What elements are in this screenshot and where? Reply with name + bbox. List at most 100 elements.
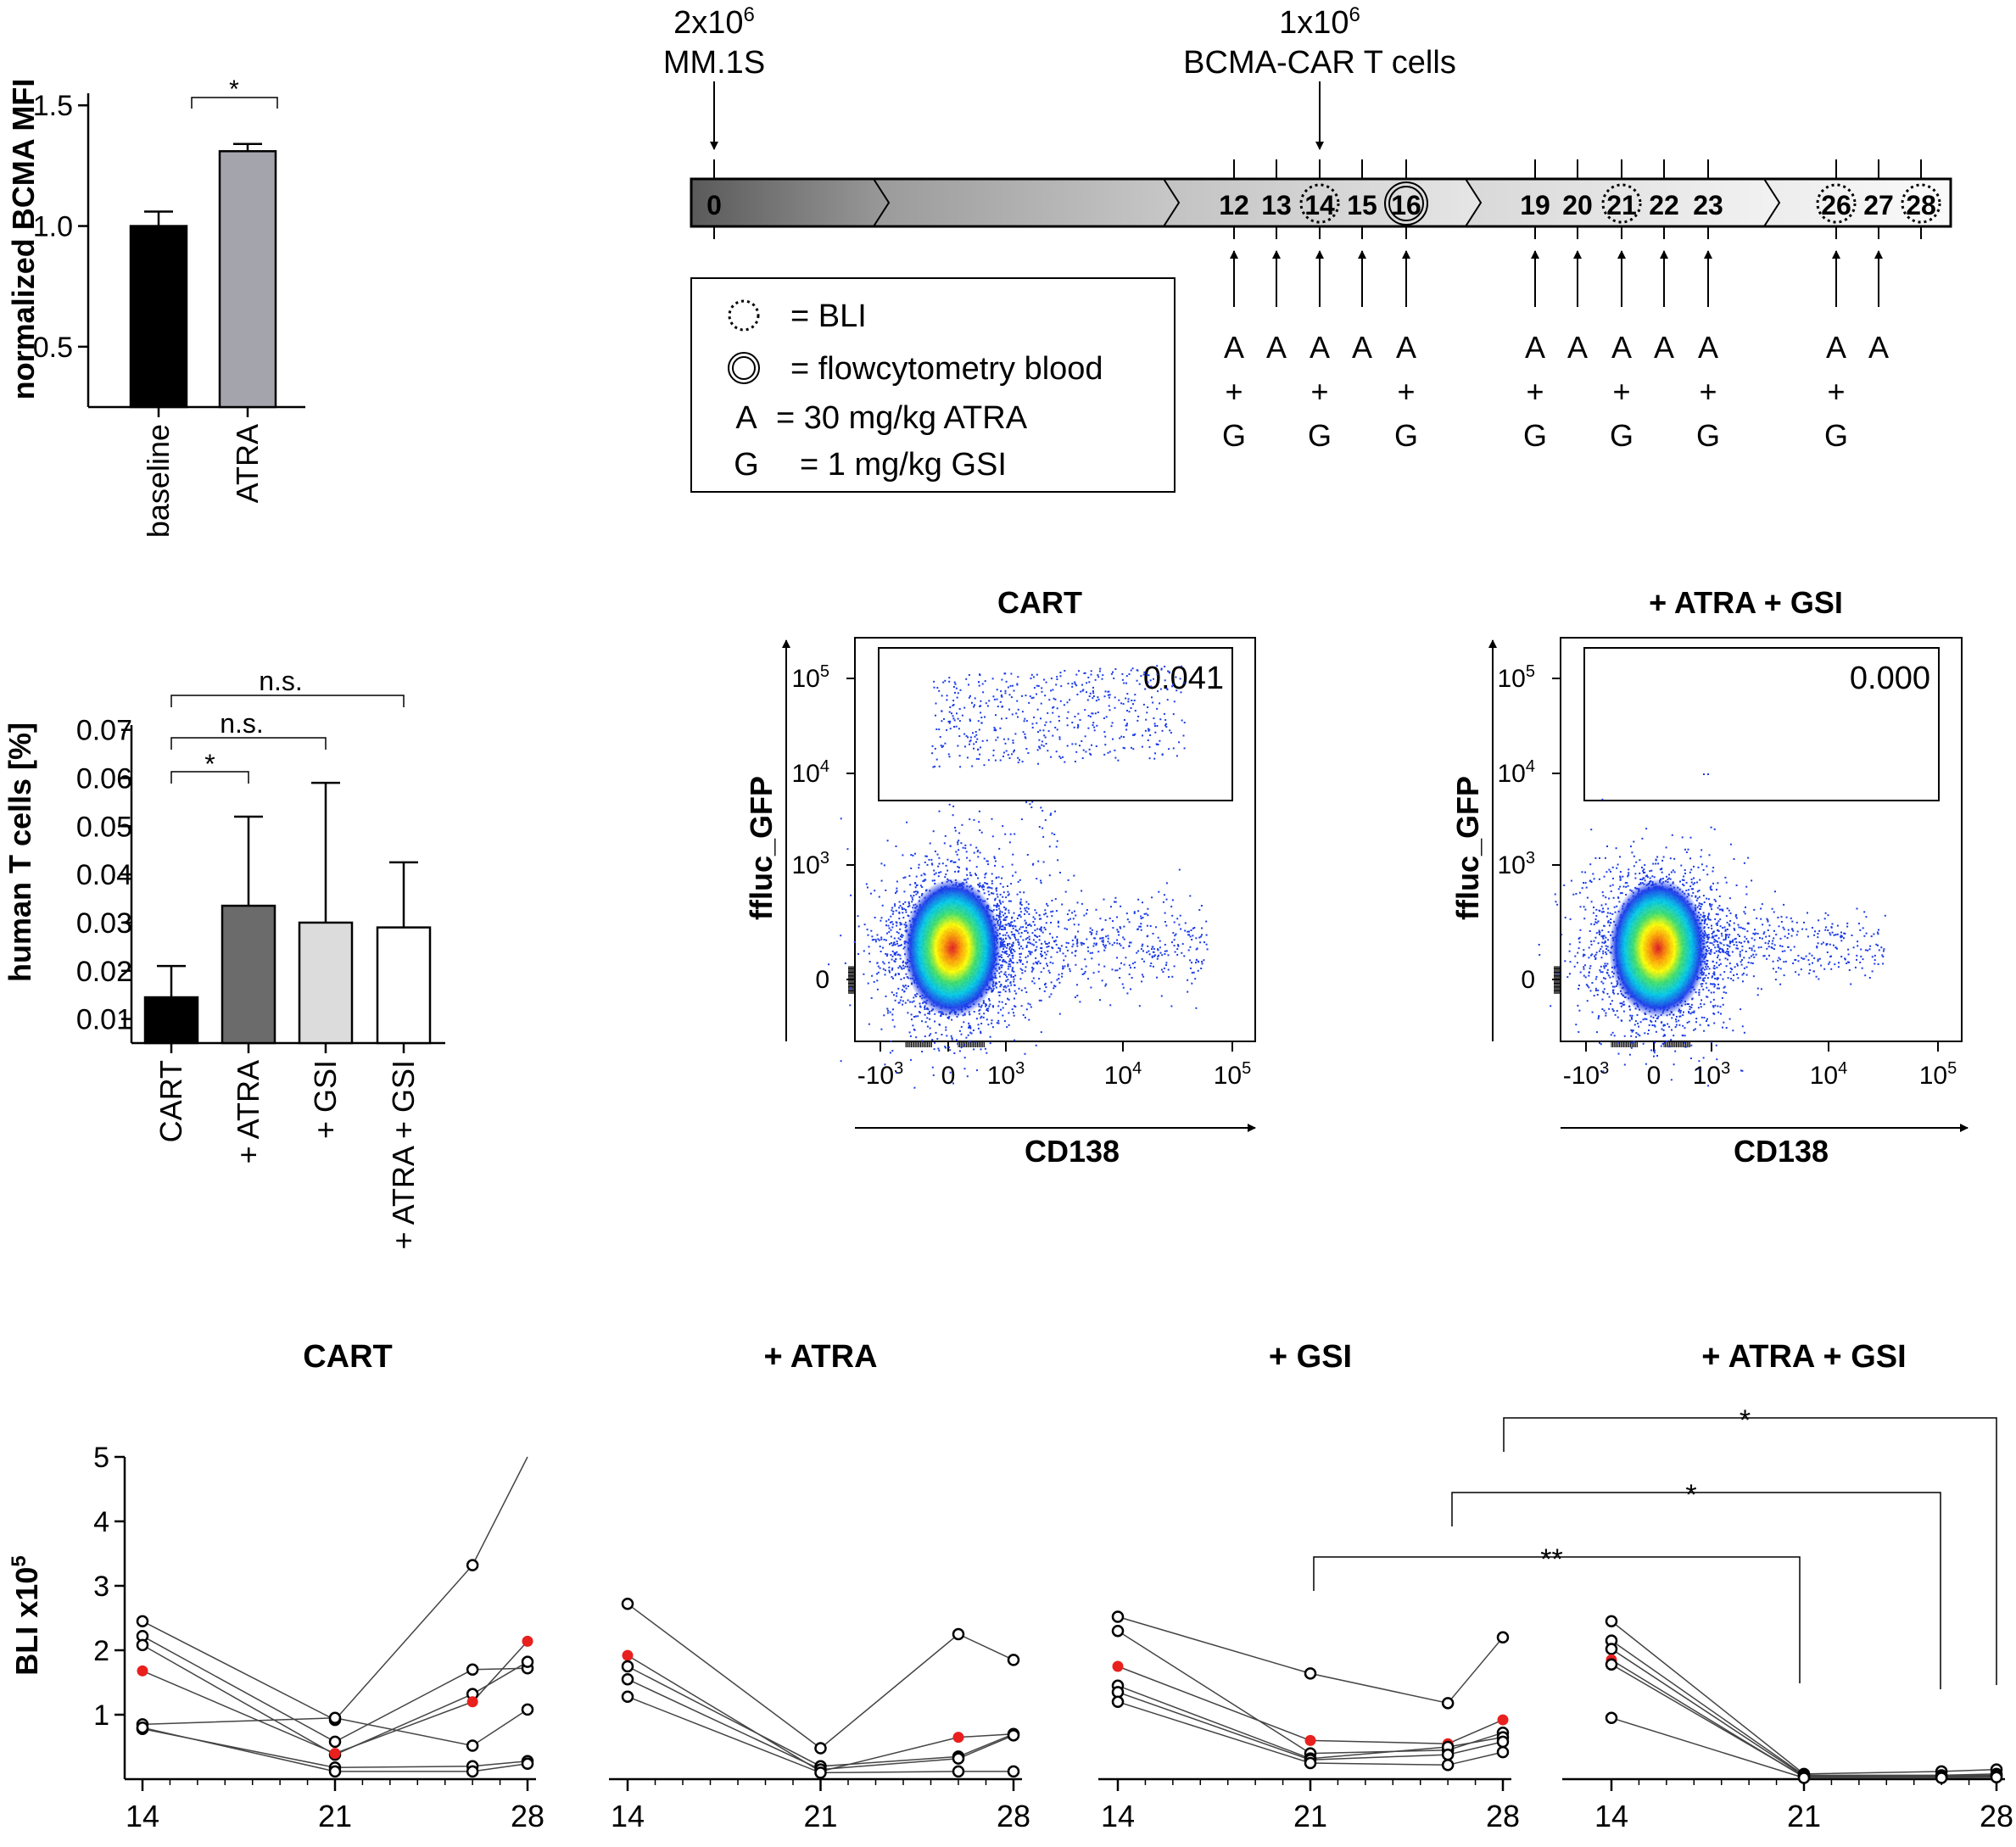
flow-dot [1084,709,1086,711]
flow-dot [1589,965,1592,968]
flow-dot [1006,976,1008,978]
flow-dot [1019,978,1022,980]
flow-dot [1602,990,1605,993]
flow-dot [974,735,976,738]
flow-dot [1594,955,1595,957]
flow-dot [985,1005,987,1007]
flow-dot [1031,801,1034,803]
flow-dot [998,994,1001,996]
flow-dot [1103,753,1106,756]
flow-dot [887,1009,890,1012]
flow-dot [1008,900,1010,902]
flow-dot [1736,964,1739,967]
flow-dot [1103,945,1106,947]
flow-dot [1041,687,1043,689]
flow-dot [901,907,903,909]
flow-dot [936,1038,939,1041]
flow-dot [988,893,991,896]
flow-dot [1017,708,1019,711]
flow-dot [997,919,999,922]
flow-dot [984,873,986,876]
dose-label: G [1696,418,1720,453]
flow-dot [999,991,1002,994]
y-tick-label: 0.05 [76,811,132,843]
flow-dot [1097,676,1100,678]
flow-dot [894,974,896,977]
flow-dot [1013,1014,1015,1017]
flow-dot [1718,958,1721,961]
flow-dot [1047,750,1049,752]
flow-x-tick-label: 105 [1919,1059,1957,1090]
flow-dot [986,1010,989,1012]
flow-dot [902,908,903,911]
flow-dot [1052,734,1054,737]
flow-dot [998,968,1001,970]
flow-dot [1010,950,1012,952]
flow-dot [886,1012,889,1014]
flow-dot [1016,929,1019,932]
flow-dot [900,966,902,968]
flow-dot [880,936,883,939]
flow-dot [1052,706,1054,709]
flow-dot [1002,918,1005,921]
flow-dot [904,985,907,987]
flow-dot [1159,951,1162,954]
flow-dot [890,929,892,931]
flow-dot [1002,929,1004,931]
flow-dot [1059,947,1062,950]
flow-dot [1126,723,1128,725]
flow-dot [924,1008,926,1010]
flow-dot [1745,885,1748,888]
flow-dot [1005,680,1008,683]
flow-dot [1074,954,1076,957]
flow-dot [925,855,928,857]
flow-dot [1084,958,1086,961]
flow-dot [957,871,959,873]
flow-dot [941,862,944,865]
flow-dot [898,901,901,903]
flow-dot [884,1063,886,1066]
flow-dot [999,883,1002,885]
flow-dot [958,849,960,851]
flow-dot [1149,925,1152,927]
flow-dot [888,931,891,934]
flow-dot [998,907,1001,910]
flow-dot [913,895,915,897]
flow-dot [1010,974,1013,976]
flow-dot [938,872,941,874]
flow-dot [1012,962,1014,964]
tick-base: -10 [857,1062,894,1090]
dose-label: G [1610,418,1633,453]
flow-dot [999,926,1001,929]
flow-dot [1008,948,1011,951]
tick-base: 0 [941,1062,956,1090]
flow-dot [1009,982,1012,984]
flow-dot [929,842,931,845]
injection-1-cells: MM.1S [663,45,765,81]
flow-dot [908,1031,911,1034]
flow-dot [966,1075,969,1078]
flow-dot [986,898,989,901]
flow-dot [1063,959,1065,962]
flow-dot [1616,905,1618,907]
flow-dot [978,821,980,823]
flow-dot [965,1036,968,1039]
flow-dot [1056,979,1058,981]
flow-dot [1025,909,1027,912]
flow-dot [1024,717,1026,720]
flow-dot [1184,929,1187,932]
flow-dot [1017,716,1019,718]
tick-sup: 3 [1526,849,1535,868]
flow-dot [943,717,945,720]
dose-label: A [1826,330,1846,365]
flow-dot [1707,913,1710,916]
flow-dot [988,998,990,1000]
flow-dot [868,952,870,955]
flow-dot [984,882,986,884]
flow-dot [910,895,912,897]
flow-dot [1050,981,1053,984]
flow-dot [1098,670,1101,672]
flow-dot [1141,974,1143,976]
flow-dot [1175,676,1177,678]
flow-dot [886,932,888,935]
